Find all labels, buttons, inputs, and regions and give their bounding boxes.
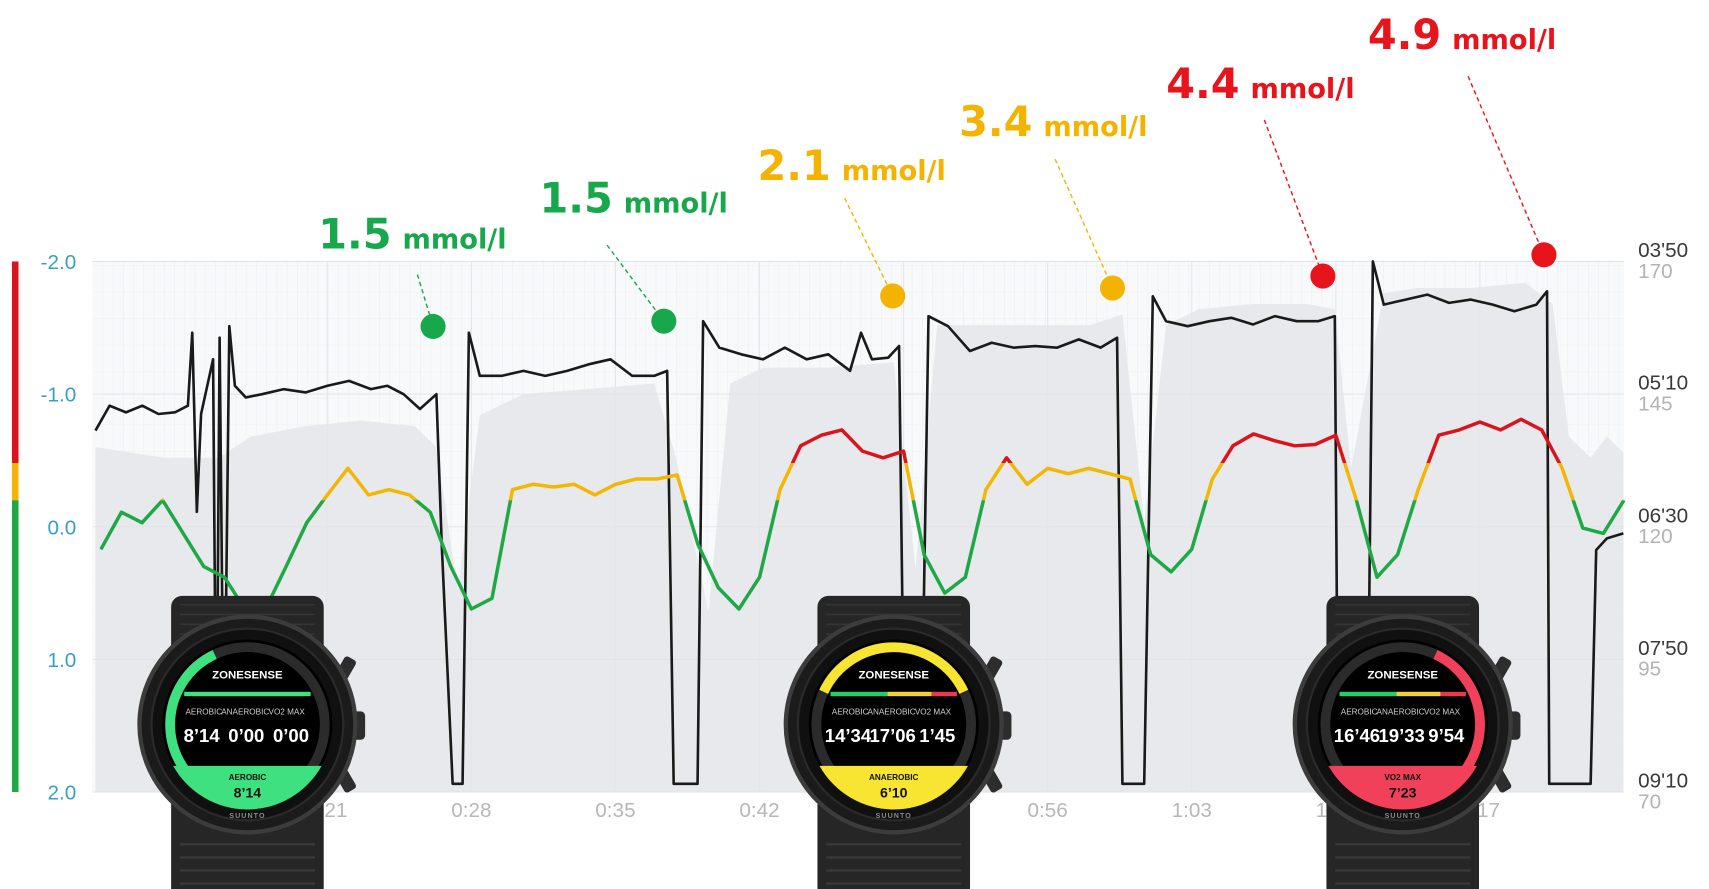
watch-column-label: VO2 MAX: [915, 708, 952, 717]
watch-bar: [931, 691, 957, 697]
watch-badge: [1328, 765, 1477, 810]
watch-title: ZONESENSE: [858, 670, 929, 682]
x-tick-label: 0:42: [739, 799, 779, 822]
hr-tick-label: 170: [1638, 260, 1673, 283]
watch-brand: SUUNTO: [876, 812, 912, 820]
watch-title: ZONESENSE: [212, 670, 283, 682]
lactate-unit: mmol/l: [1452, 25, 1556, 56]
watch-value: 0’00: [228, 725, 264, 746]
y-tick-label: -1.0: [41, 384, 77, 407]
watch-column-label: AEROBIC: [1341, 708, 1378, 717]
watch-value: 8’14: [184, 725, 221, 746]
watch-column-label: AEROBIC: [832, 708, 869, 717]
watch-brand: SUUNTO: [229, 812, 265, 820]
lactate-value: 1.5: [540, 174, 613, 222]
leader-line: [606, 244, 665, 322]
lactate-line: [99, 500, 1626, 611]
x-tick-label: 1:03: [1172, 799, 1212, 822]
hr-tick-label: 95: [1638, 658, 1661, 681]
lactate-dot: [1310, 263, 1336, 289]
lactate-unit: mmol/l: [1250, 74, 1354, 105]
watch-badge-value: 7’23: [1389, 785, 1417, 801]
watch-bar: [184, 691, 311, 697]
lactate-value: 3.4: [959, 98, 1032, 146]
watch-bar: [887, 691, 932, 697]
pace-tick-label: 06'30: [1638, 504, 1688, 527]
lactate-value: 4.4: [1166, 60, 1239, 108]
x-tick-label: 0:28: [451, 799, 491, 822]
watch-badge-label: VO2 MAX: [1384, 773, 1421, 782]
lactate-unit: mmol/l: [1043, 112, 1147, 143]
leader-line: [416, 274, 434, 327]
lactate-unit: mmol/l: [624, 188, 728, 219]
x-tick-label: 0:56: [1028, 799, 1068, 822]
heart-rate-area: [95, 282, 1624, 793]
x-tick-label: 0:35: [595, 799, 635, 822]
y-tick-label: 0.0: [48, 516, 77, 539]
watch-badge-value: 6’10: [880, 785, 908, 801]
watch-badge: [819, 765, 968, 810]
zone-arc: [819, 642, 969, 694]
watch-bar: [830, 691, 888, 697]
watch-bar: [1339, 691, 1397, 697]
leader-line: [844, 197, 894, 297]
lactate-line: [790, 417, 1562, 464]
watch-value: 9’54: [1428, 725, 1465, 746]
zone-bar: [11, 261, 19, 464]
pace-tick-label: 03'50: [1638, 239, 1688, 262]
lactate-value: 1.5: [318, 210, 391, 258]
zone-bar: [11, 500, 19, 793]
hr-tick-label: 120: [1638, 525, 1673, 548]
lactate-dot: [1531, 242, 1557, 268]
watch-column-label: ANAEROBIC: [868, 708, 916, 717]
lactate-unit: mmol/l: [842, 156, 946, 187]
zone-bar: [11, 463, 19, 501]
hr-tick-label: 145: [1638, 392, 1673, 415]
watch-brand: SUUNTO: [1385, 812, 1421, 820]
leader-line: [1054, 158, 1114, 289]
lactate-dot: [420, 313, 446, 339]
watch-value: 1’45: [919, 725, 955, 746]
lactate-value: 4.9: [1368, 11, 1441, 59]
watch-bar: [1440, 691, 1466, 697]
y-tick-label: -2.0: [41, 251, 77, 274]
watch-value: 0’00: [273, 725, 309, 746]
y-tick-label: 1.0: [48, 649, 77, 672]
watch-column-label: AEROBIC: [185, 708, 222, 717]
lactate-value: 2.1: [757, 142, 830, 190]
watch-value: 14’34: [825, 725, 872, 746]
lactate-unit: mmol/l: [403, 224, 507, 255]
pace-tick-label: 07'50: [1638, 637, 1688, 660]
lactate-dot: [1099, 275, 1126, 301]
watch-badge-label: ANAEROBIC: [869, 773, 919, 782]
watch-badge-value: 8’14: [234, 785, 262, 801]
watch-title: ZONESENSE: [1367, 670, 1438, 682]
watch-value: 19’33: [1378, 725, 1424, 746]
watch-value: 16’46: [1334, 725, 1380, 746]
watch-value: 17’06: [869, 725, 915, 746]
lactate-line: [160, 463, 1625, 501]
watch-badge-label: AEROBIC: [229, 773, 267, 782]
leader-line: [1467, 75, 1545, 256]
watch-bar: [1396, 691, 1441, 697]
watch-column-label: VO2 MAX: [269, 708, 306, 717]
lactate-dot: [880, 283, 906, 309]
leader-line: [1263, 119, 1324, 277]
lactate-dot: [651, 308, 677, 334]
watch-column-label: ANAEROBIC: [1377, 708, 1425, 717]
y-tick-label: 2.0: [48, 782, 77, 805]
watch-badge: [173, 765, 322, 810]
hr-tick-label: 70: [1638, 790, 1661, 813]
pace-tick-label: 05'10: [1638, 372, 1688, 395]
pace-tick-label: 09'10: [1638, 770, 1688, 793]
watch-column-label: ANAEROBIC: [221, 708, 269, 717]
watch-column-label: VO2 MAX: [1424, 708, 1461, 717]
